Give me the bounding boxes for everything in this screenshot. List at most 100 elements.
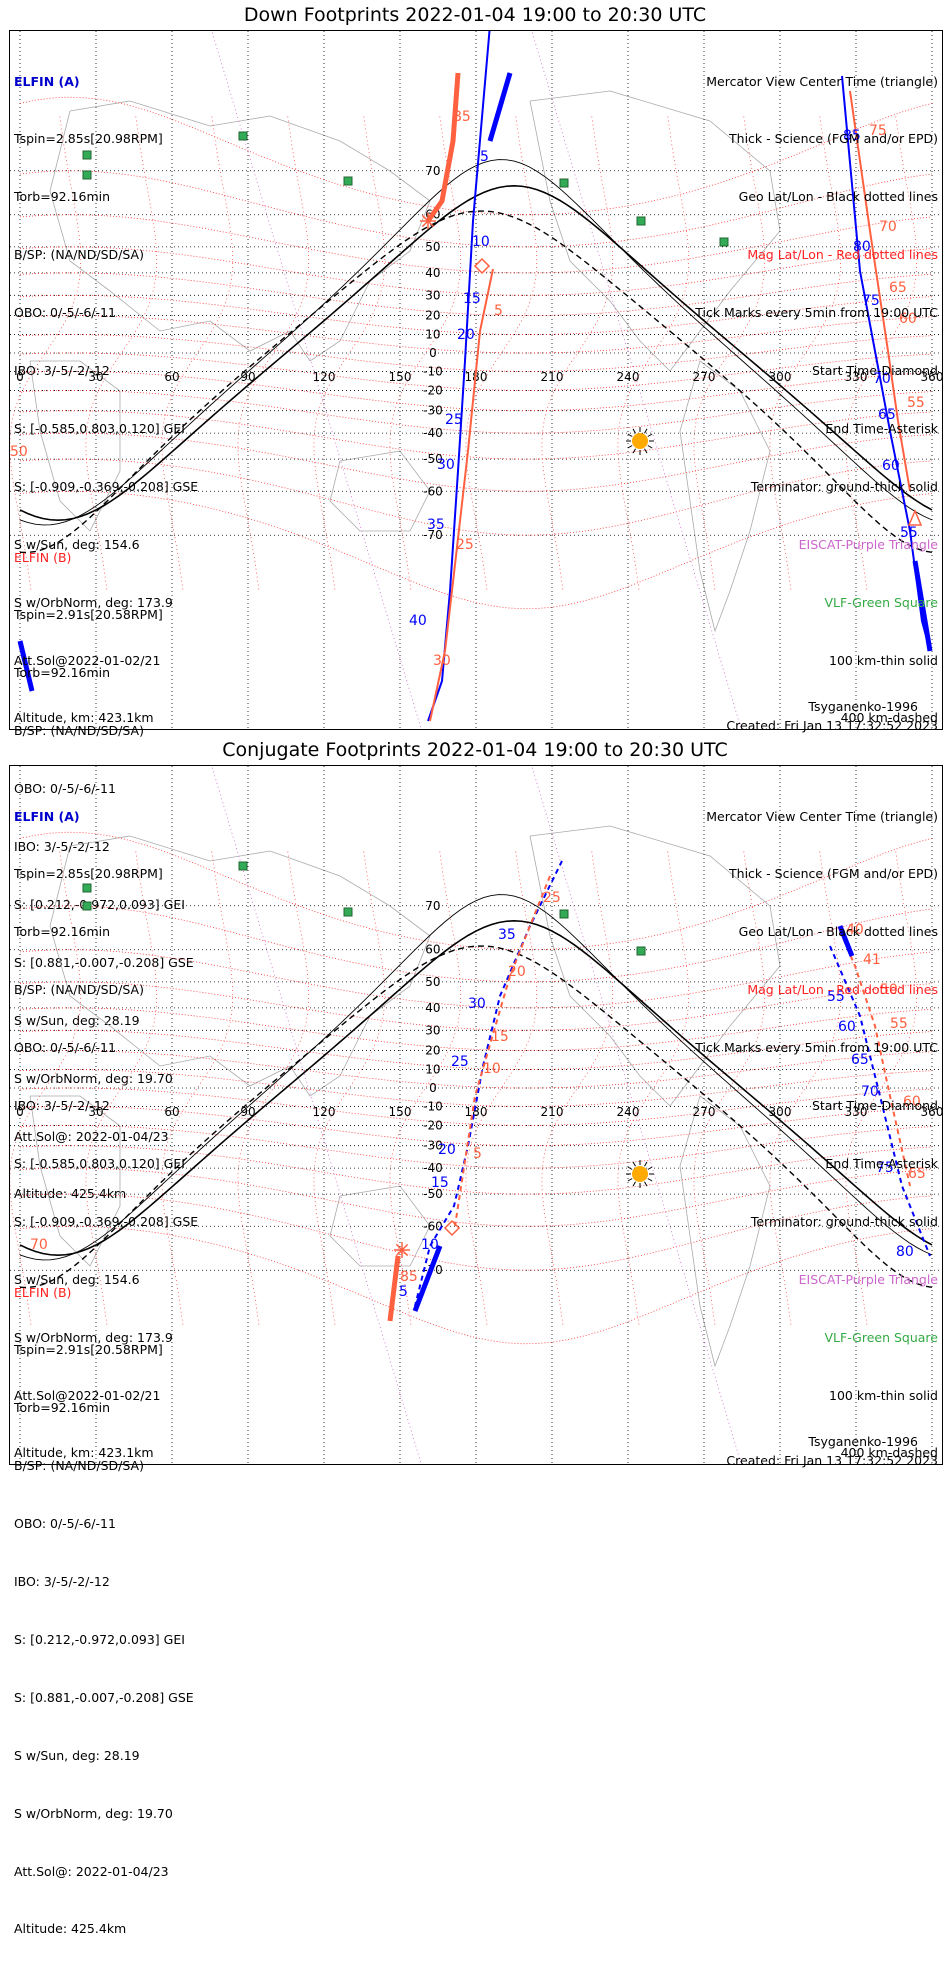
sun-ray — [644, 428, 648, 434]
elfin-a-line: Tspin=2.85s[20.98RPM] — [14, 131, 163, 147]
vlf-station-square — [238, 131, 248, 141]
elfin-b-tick-label: 65 — [889, 280, 907, 296]
mag-latitude-line — [19, 1225, 933, 1345]
end-time-asterisk — [395, 1243, 409, 1257]
longitude-tick-label: 30 — [88, 370, 103, 384]
map-conjugate: 0 30 60 90 120 150 180 210 240 270 300 330 360706050… — [10, 766, 942, 1464]
longitude-tick-label: 300 — [769, 1105, 792, 1119]
elfin-a-science-segment — [912, 560, 933, 652]
longitude-tick-label: 90 — [240, 370, 255, 384]
elfin-a-line: S: [-0.909,-0.369,-0.208] GSE — [14, 478, 199, 494]
elfin-a-line: S w/Sun, deg: 154.6 — [14, 1271, 140, 1287]
mag-latitude-line — [19, 905, 933, 983]
elfin-b-tick-label: 41 — [863, 952, 881, 968]
elfin-a-tick-label: 35 — [498, 927, 516, 943]
elfin-a-name: ELFIN (A) — [14, 73, 80, 89]
elfin-a-science-segment — [487, 72, 513, 142]
longitude-tick-label: 330 — [845, 370, 868, 384]
legend-item: Tick Marks every 5min from 19:00 UTC — [695, 1040, 938, 1056]
elfin-a-tick-label: 80 — [896, 1244, 914, 1260]
legend-item: Start Time-Diamond — [811, 1098, 938, 1114]
elfin-a-line: Altitude, km: 423.1km — [14, 1445, 154, 1461]
sun-ray — [632, 428, 636, 434]
longitude-tick-label: 360 — [921, 1105, 942, 1119]
elfin-a-name: ELFIN (A) — [14, 808, 80, 824]
terminator-line — [19, 920, 933, 1256]
elfin-a-line: B/SP: (NA/ND/SD/SA) — [14, 982, 144, 998]
terminator-100km-line — [19, 159, 933, 526]
elfin-b-line: Torb=92.16min — [14, 665, 111, 681]
coastline — [679, 360, 771, 633]
coastline — [679, 1095, 771, 1368]
elfin-b-line: Torb=92.16min — [14, 1400, 111, 1416]
latitude-tick-label: 10 — [425, 328, 440, 342]
panel-title-conjugate: Conjugate Footprints 2022-01-04 19:00 to… — [222, 739, 728, 761]
elfin-b-line: S w/OrbNorm, deg: 19.70 — [14, 1070, 173, 1086]
latitude-tick-label: 70 — [425, 164, 440, 178]
end-time-asterisk — [421, 214, 435, 228]
legend-item: End Time-Asterisk — [825, 420, 938, 436]
legend-item: Mag Lat/Lon - Red dotted lines — [747, 247, 938, 263]
elfin-b-tick-label: 70 — [879, 219, 897, 235]
elfin-a-line: Torb=92.16min — [14, 189, 111, 205]
terminator-100km-line — [19, 894, 933, 1261]
longitude-tick-label: 300 — [769, 370, 792, 384]
coastline — [29, 360, 121, 532]
elfin-b-tick-label: 30 — [433, 653, 451, 669]
elfin-a-tick-label: 15 — [463, 291, 481, 307]
coastline — [49, 100, 431, 362]
elfin-b-tick-label: 55 — [890, 1016, 908, 1032]
longitude-tick-label: 90 — [240, 1105, 255, 1119]
elfin-a-line: S: [-0.585,0.803,0.120] GEI — [14, 1155, 185, 1171]
elfin-b-line: IBO: 3/-5/-2/-12 — [14, 839, 110, 855]
longitude-tick-label: 120 — [313, 370, 336, 384]
elfin-a-tick-label: 80 — [853, 239, 871, 255]
elfin-a-tick-label: 5 — [480, 149, 489, 165]
elfin-b-line: Altitude: 425.4km — [14, 1921, 127, 1937]
legend-item: 100 km-thin solid — [829, 652, 938, 668]
elfin-b-tick-label: 15 — [491, 1029, 509, 1045]
sun-ray — [647, 1178, 653, 1182]
latitude-tick-label: 30 — [425, 288, 440, 302]
elfin-b-science-segment — [387, 1255, 401, 1322]
elfin-b-line: S w/Sun, deg: 28.19 — [14, 1012, 140, 1028]
elfin-b-info-conjugate: ELFIN (B) Tspin=2.91s[20.58RPM] Torb=92.… — [14, 1244, 194, 1977]
mag-latitude-line — [19, 490, 933, 610]
longitude-tick-label: 240 — [617, 1105, 640, 1119]
elfin-b-line: S w/OrbNorm, deg: 19.70 — [14, 1805, 173, 1821]
latitude-tick-label: -40 — [423, 1161, 443, 1175]
legend-down: Mercator View Center Time (triangle) Thi… — [695, 33, 938, 766]
legend-item: Thick - Science (FGM and/or EPD) — [729, 866, 938, 882]
elfin-b-tick-label: 65 — [908, 1166, 926, 1182]
elfin-a-tick-label: 85 — [843, 128, 861, 144]
elfin-a-tick-label: 30 — [437, 457, 455, 473]
mag-latitude-line — [19, 1069, 933, 1107]
mag-latitude-line — [19, 981, 933, 1031]
longitude-tick-label: 210 — [541, 370, 564, 384]
latitude-tick-label: -30 — [423, 404, 443, 418]
vlf-station-square — [82, 150, 92, 160]
legend-item: 400 km-dashed — [840, 1445, 938, 1461]
latitude-tick-label: -60 — [423, 484, 443, 498]
elfin-a-tick-label: 75 — [862, 293, 880, 309]
latitude-tick-label: -20 — [423, 383, 443, 397]
legend-item: VLF-Green Square — [824, 594, 938, 610]
latitude-tick-label: -50 — [423, 452, 443, 466]
mag-latitude-line — [19, 831, 933, 951]
longitude-tick-label: 330 — [845, 1105, 868, 1119]
longitude-tick-label: 60 — [164, 1105, 179, 1119]
elfin-b-track — [429, 268, 494, 722]
legend-conjugate: Mercator View Center Time (triangle) Thi… — [695, 768, 938, 1501]
vlf-station-square — [559, 909, 569, 919]
latitude-tick-label: 50 — [425, 240, 440, 254]
elfin-a-tick-label: 65 — [878, 407, 896, 423]
elfin-b-tick-label: 5 — [494, 303, 503, 319]
latitude-tick-label: 0 — [429, 346, 437, 360]
longitude-tick-label: 210 — [541, 1105, 564, 1119]
latitude-tick-label: 30 — [425, 1023, 440, 1037]
elfin-a-line: IBO: 3/-5/-2/-12 — [14, 363, 110, 379]
elfin-b-line: Tspin=2.91s[20.58RPM] — [14, 1342, 163, 1358]
elfin-a-line: S w/OrbNorm, deg: 173.9 — [14, 594, 173, 610]
elfin-a-line: S w/OrbNorm, deg: 173.9 — [14, 1329, 173, 1345]
elfin-b-tick-label: 10 — [483, 1061, 501, 1077]
